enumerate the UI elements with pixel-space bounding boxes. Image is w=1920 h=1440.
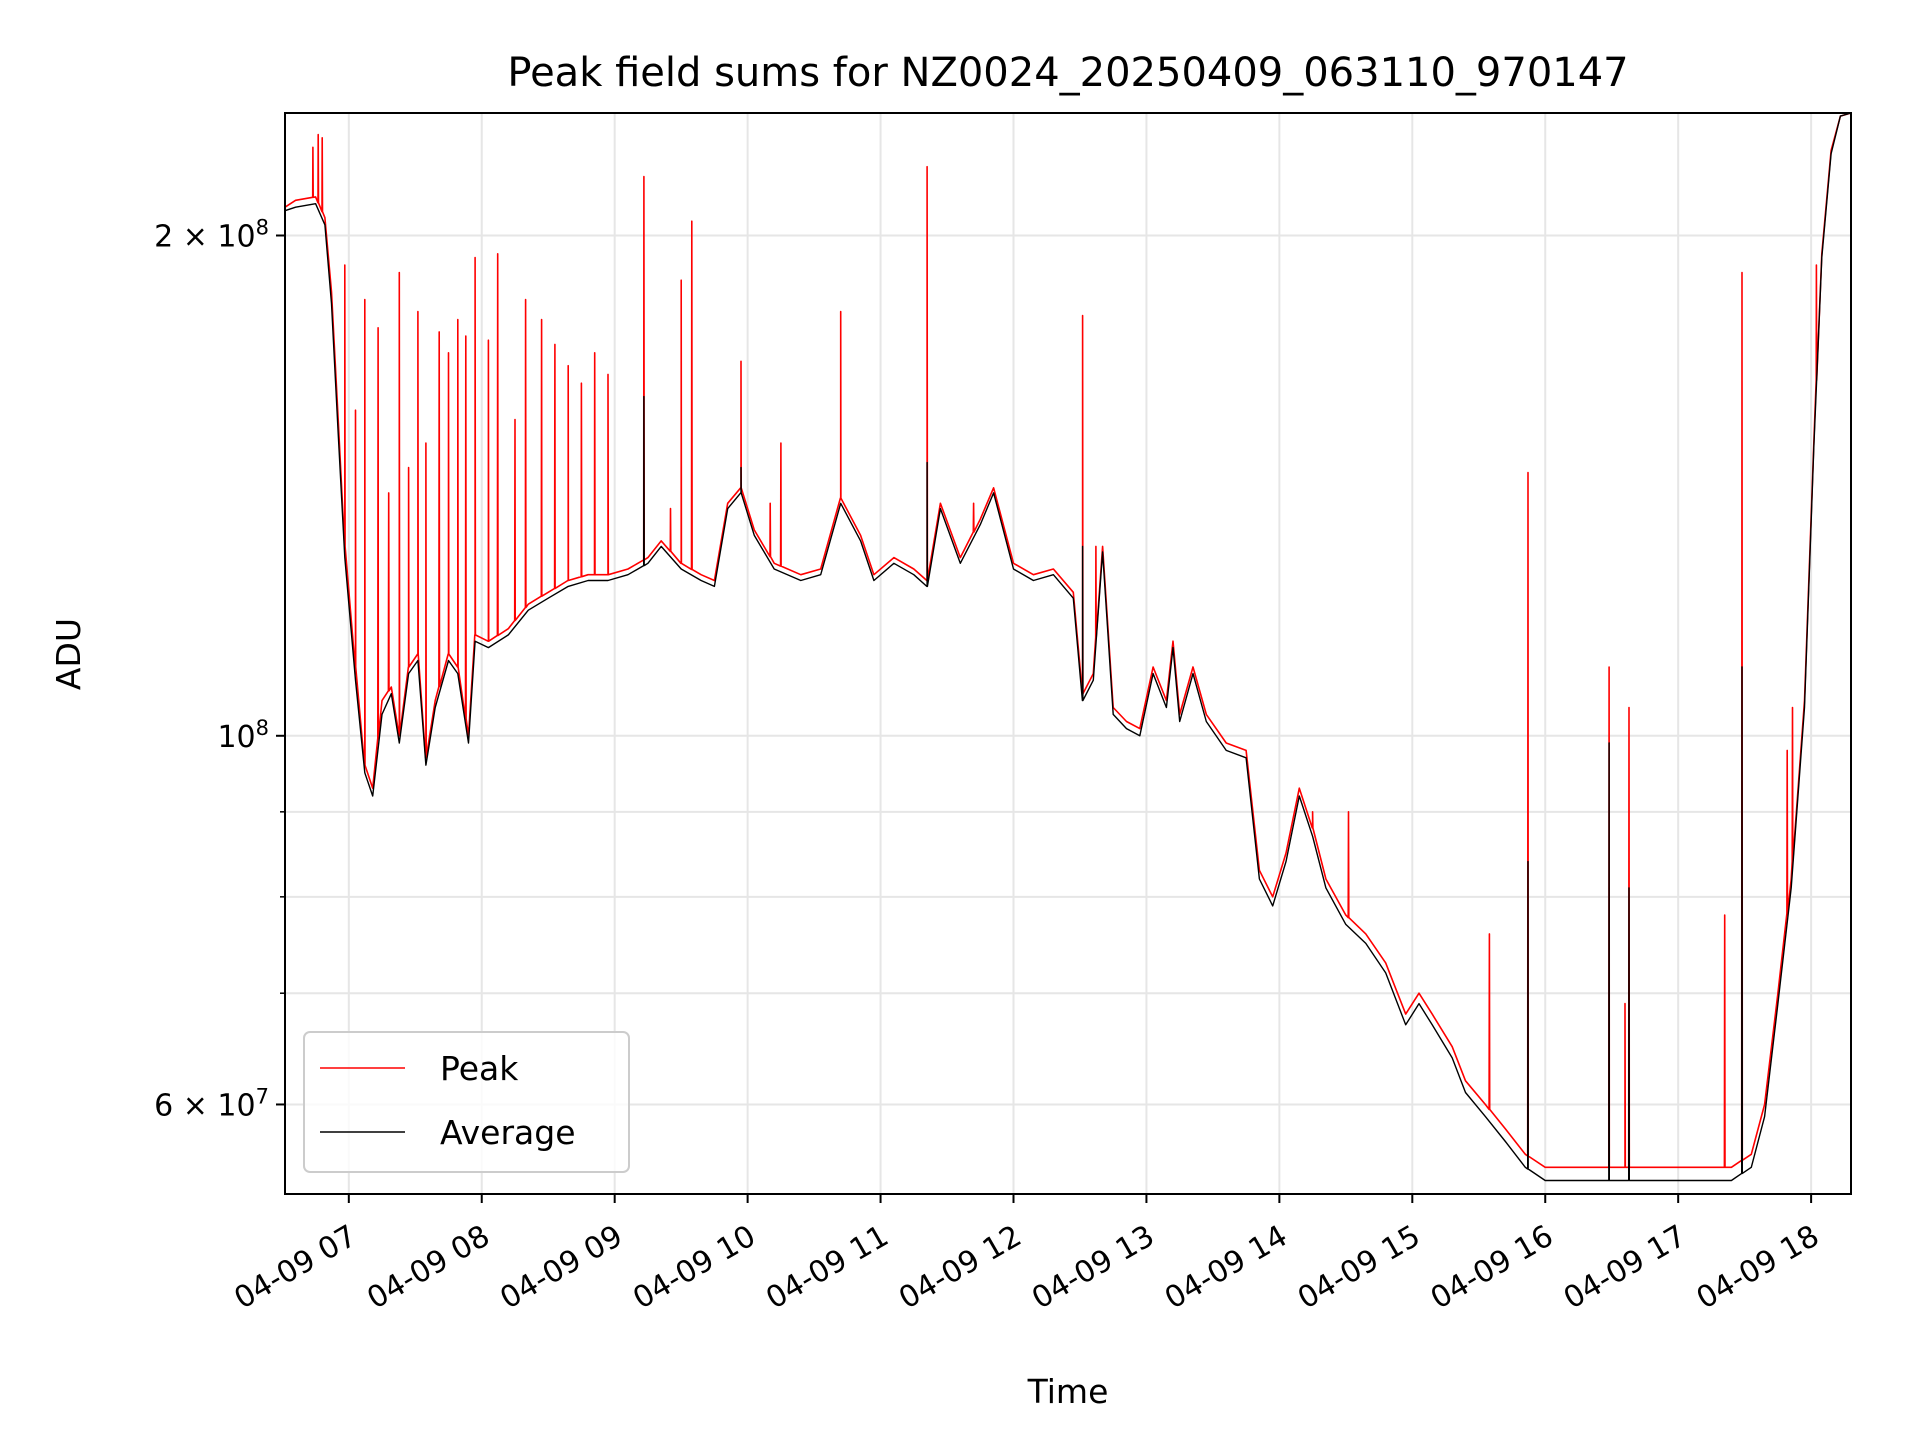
plot-series bbox=[284, 112, 1852, 1182]
y-axis-label: ADU bbox=[49, 618, 88, 690]
plot-frame bbox=[284, 112, 1852, 1195]
peak-series-line bbox=[284, 112, 1852, 1169]
y-tick-label: 108 bbox=[217, 716, 269, 755]
grid-lines bbox=[285, 113, 1851, 1194]
y-tick-label: 6 × 107 bbox=[154, 1084, 269, 1123]
y-axis: 6 × 107 108 2 × 108 bbox=[154, 216, 285, 1123]
x-axis-label: Time bbox=[1027, 1372, 1109, 1411]
legend: Peak Average bbox=[303, 1031, 630, 1173]
legend-box bbox=[303, 1031, 630, 1173]
legend-average-label: Average bbox=[440, 1113, 576, 1152]
chart-title: Peak field sums for NZ0024_20250409_0631… bbox=[507, 50, 1628, 96]
average-series-line bbox=[284, 112, 1852, 1182]
legend-peak-label: Peak bbox=[440, 1049, 519, 1088]
y-tick-label: 2 × 108 bbox=[154, 216, 269, 255]
